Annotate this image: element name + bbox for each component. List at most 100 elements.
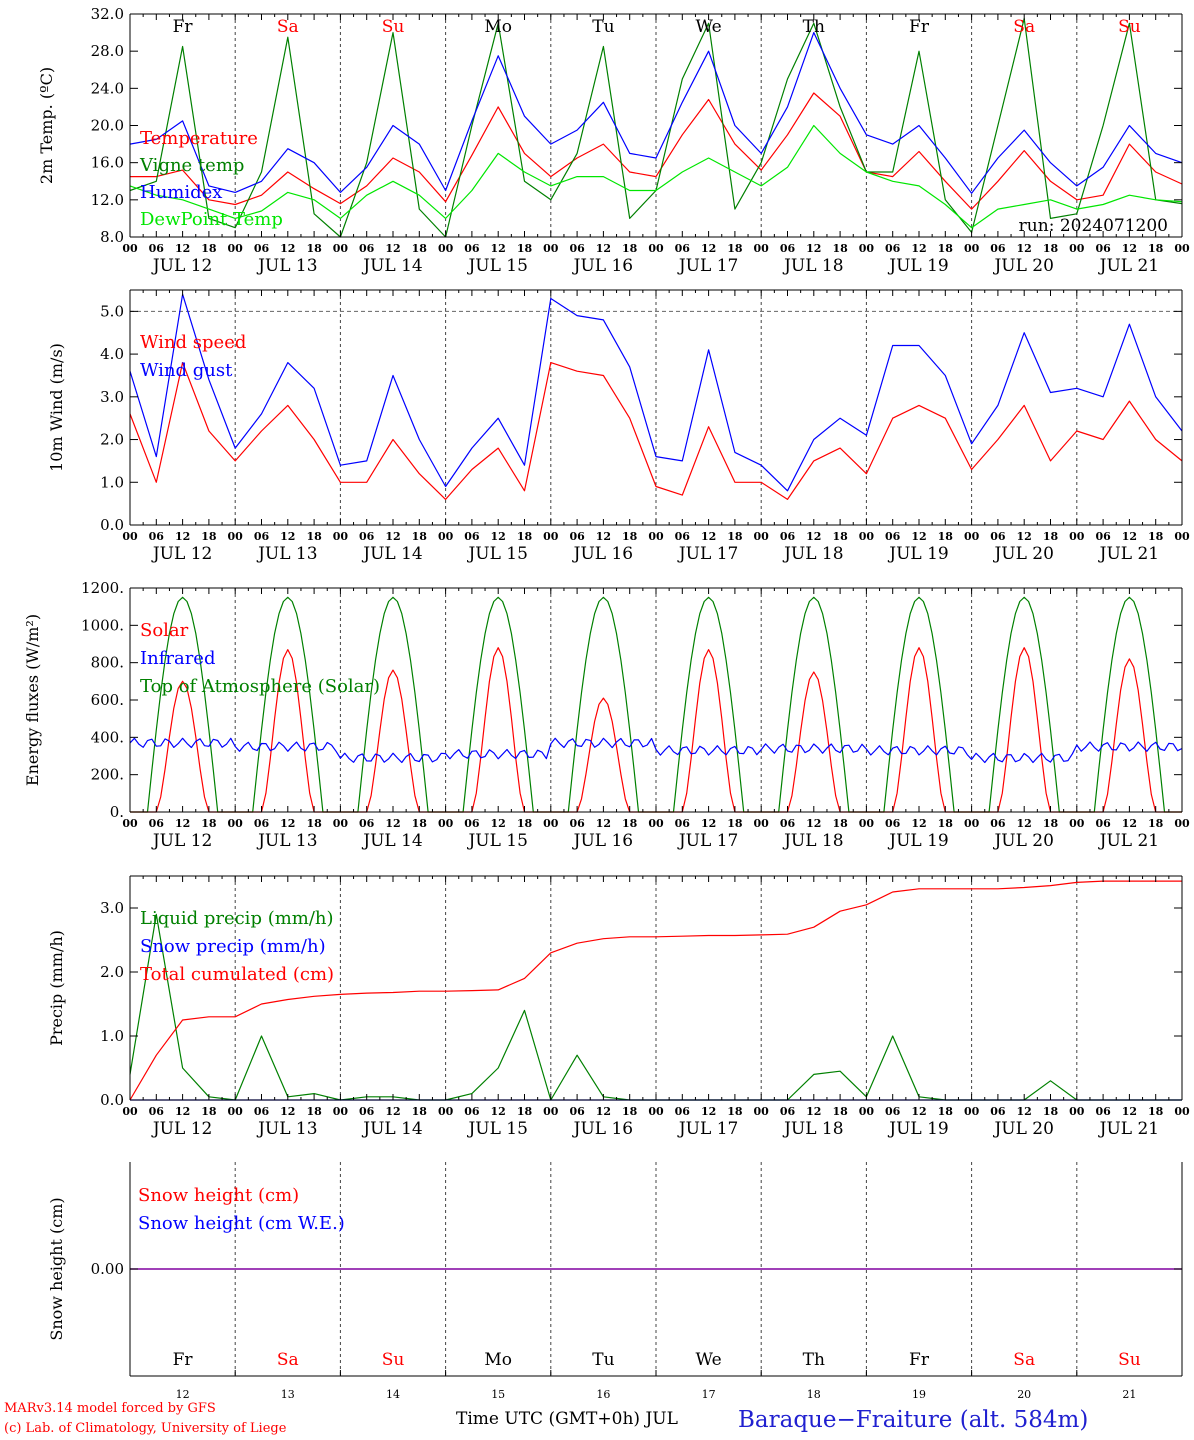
hour-tick-label: 00 <box>333 242 349 255</box>
date-label: JUL 18 <box>782 544 843 564</box>
y-tick-label: 0.0 <box>100 516 124 534</box>
legend-entry: Top of Atmosphere (Solar) <box>140 676 380 697</box>
hour-tick-label: 18 <box>201 1105 217 1118</box>
hour-tick-label: 18 <box>938 242 954 255</box>
weekday-label: Tu <box>592 17 614 37</box>
hour-tick-label: 18 <box>622 1105 638 1118</box>
y-tick-label: 12.0 <box>91 191 124 209</box>
date-label: JUL 14 <box>361 256 422 276</box>
hour-tick-label: 18 <box>938 817 954 830</box>
time-axis-label: Time UTC (GMT+0h) JUL <box>456 1409 678 1429</box>
hour-tick-label: 00 <box>122 242 138 255</box>
date-label: JUL 15 <box>466 544 527 564</box>
date-label: JUL 12 <box>151 1119 212 1139</box>
weekday-label: Su <box>1118 1350 1141 1370</box>
hour-tick-label: 00 <box>1174 1105 1190 1118</box>
hour-tick-label: 06 <box>990 242 1006 255</box>
hour-tick-label: 18 <box>1148 1105 1164 1118</box>
series-line <box>129 124 1183 229</box>
hour-tick-label: 12 <box>175 530 190 543</box>
hour-tick-label: 06 <box>675 530 691 543</box>
hour-tick-label: 00 <box>543 817 559 830</box>
hour-tick-label: 18 <box>201 530 217 543</box>
hour-tick-label: 18 <box>1043 530 1059 543</box>
hour-tick-label: 00 <box>859 530 875 543</box>
date-label: JUL 16 <box>572 1119 633 1139</box>
date-label: JUL 21 <box>1098 1119 1159 1139</box>
hour-tick-label: 00 <box>543 242 559 255</box>
hour-tick-label: 06 <box>780 530 796 543</box>
hour-tick-label: 18 <box>1043 817 1059 830</box>
y-tick-label: 3.0 <box>100 899 124 917</box>
y-tick-label: 16.0 <box>91 154 124 172</box>
y-tick-label: 600. <box>91 691 124 709</box>
hour-tick-label: 12 <box>911 530 926 543</box>
hour-tick-label: 18 <box>938 530 954 543</box>
day-number-label: 15 <box>491 1388 505 1401</box>
hour-tick-label: 18 <box>517 530 533 543</box>
date-label: JUL 19 <box>887 831 948 851</box>
hour-tick-label: 06 <box>990 817 1006 830</box>
day-number-label: 16 <box>596 1388 610 1401</box>
day-number-label: 17 <box>702 1388 716 1401</box>
y-tick-label: 2.0 <box>100 963 124 981</box>
hour-tick-label: 12 <box>596 817 611 830</box>
hour-tick-label: 18 <box>412 1105 428 1118</box>
weekday-label: We <box>696 17 722 37</box>
y-tick-label: 24.0 <box>91 79 124 97</box>
hour-tick-label: 18 <box>622 817 638 830</box>
hour-tick-label: 18 <box>306 1105 322 1118</box>
legend-entry: Infrared <box>140 648 215 669</box>
day-number-label: 12 <box>176 1388 190 1401</box>
hour-tick-label: 06 <box>569 1105 585 1118</box>
hour-tick-label: 12 <box>1122 817 1137 830</box>
weekday-label: Su <box>1118 17 1141 37</box>
date-label: JUL 21 <box>1098 831 1159 851</box>
hour-tick-label: 00 <box>438 1105 454 1118</box>
hour-tick-label: 18 <box>1043 242 1059 255</box>
date-label: JUL 19 <box>887 1119 948 1139</box>
hour-tick-label: 12 <box>806 242 821 255</box>
hour-tick-label: 06 <box>359 1105 375 1118</box>
weekday-label: Sa <box>1013 1350 1035 1370</box>
date-label: JUL 20 <box>992 1119 1053 1139</box>
hour-tick-label: 00 <box>754 242 770 255</box>
hour-tick-label: 18 <box>517 817 533 830</box>
y-tick-label: 32.0 <box>91 5 124 23</box>
hour-tick-label: 00 <box>228 817 244 830</box>
date-label: JUL 18 <box>782 256 843 276</box>
footer-model-credit: MARv3.14 model forced by GFS <box>4 1401 216 1416</box>
hour-tick-label: 00 <box>122 530 138 543</box>
date-label: JUL 12 <box>151 831 212 851</box>
hour-tick-label: 18 <box>1148 817 1164 830</box>
hour-tick-label: 00 <box>438 530 454 543</box>
series-line <box>129 737 1183 764</box>
hour-tick-label: 12 <box>911 242 926 255</box>
legend-entry: Snow height (cm W.E.) <box>138 1213 345 1234</box>
date-label: JUL 14 <box>361 1119 422 1139</box>
series-line <box>130 92 1183 210</box>
hour-tick-label: 06 <box>254 1105 270 1118</box>
hour-tick-label: 18 <box>622 530 638 543</box>
hour-tick-label: 00 <box>122 1105 138 1118</box>
hour-tick-label: 06 <box>359 242 375 255</box>
date-label: JUL 17 <box>677 544 738 564</box>
hour-tick-label: 00 <box>228 530 244 543</box>
hour-tick-label: 18 <box>832 530 848 543</box>
hour-tick-label: 06 <box>675 817 691 830</box>
hour-tick-label: 00 <box>1069 817 1085 830</box>
hour-tick-label: 00 <box>964 1105 980 1118</box>
date-label: JUL 12 <box>151 256 212 276</box>
y-tick-label: 20.0 <box>91 117 124 135</box>
date-label: JUL 20 <box>992 544 1053 564</box>
hour-tick-label: 12 <box>1017 242 1032 255</box>
date-label: JUL 13 <box>256 544 317 564</box>
hour-tick-label: 18 <box>622 242 638 255</box>
hour-tick-label: 12 <box>911 1105 926 1118</box>
footer-copyright: (c) Lab. of Climatology, University of L… <box>4 1421 287 1436</box>
hour-tick-label: 00 <box>438 817 454 830</box>
day-number-label: 13 <box>281 1388 295 1401</box>
hour-tick-label: 12 <box>175 817 190 830</box>
date-label: JUL 17 <box>677 256 738 276</box>
